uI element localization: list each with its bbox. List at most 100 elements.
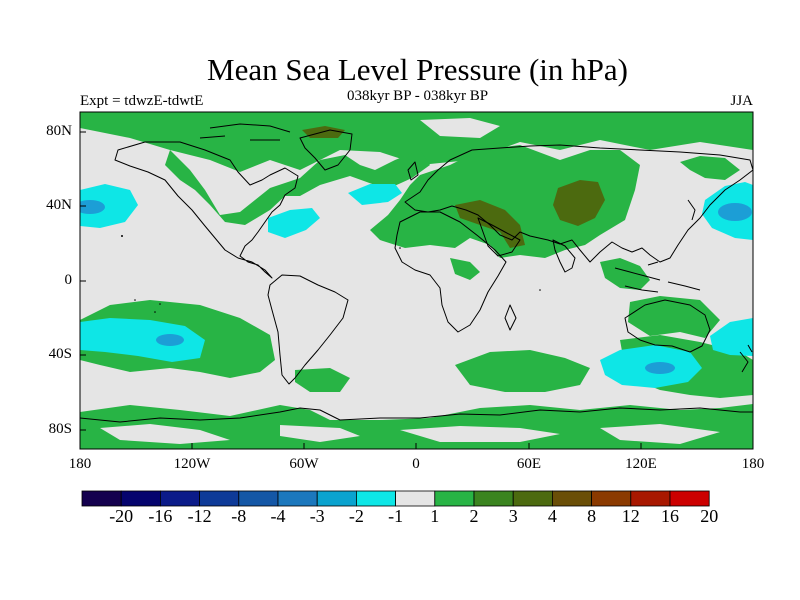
uk-coast xyxy=(407,161,419,181)
axis-ticks xyxy=(80,131,642,449)
atlantic-dot xyxy=(399,247,401,249)
africa-coast xyxy=(394,211,507,333)
cyan-north-atlantic-east xyxy=(348,184,402,205)
colorbar-label: 4 xyxy=(547,506,557,526)
core-north-pacific-west xyxy=(80,200,105,214)
lon-label-120w: 120W xyxy=(173,456,211,472)
lat-label-80s: 80S xyxy=(48,421,72,437)
indian-dot xyxy=(539,289,541,291)
colorbar-label: -20 xyxy=(109,506,134,526)
core-north-pacific-east xyxy=(718,203,752,221)
south-atlantic-green xyxy=(455,350,590,392)
core-negative-regions xyxy=(80,200,752,374)
lat-label-0: 0 xyxy=(64,272,73,288)
lon-label-120e: 120E xyxy=(625,456,657,472)
antarctic-gray-patch-4 xyxy=(600,424,720,444)
colorbar-label: 12 xyxy=(621,506,640,526)
india-coast xyxy=(552,239,576,273)
colorbar-label: -1 xyxy=(388,506,404,526)
colorbar-label: 3 xyxy=(508,506,518,526)
hawaii-dot xyxy=(121,235,123,237)
colorbar-box-4 xyxy=(238,490,279,507)
indonesia-coast-1 xyxy=(614,267,661,293)
olive-central-asia xyxy=(553,180,605,226)
north-america-green xyxy=(165,150,430,225)
colorbar-box-13 xyxy=(591,490,632,507)
colorbar-box-3 xyxy=(199,490,240,507)
cyan-north-pacific-west xyxy=(80,184,138,228)
colorbar-label: 1 xyxy=(430,506,440,526)
colorbar-label: -16 xyxy=(148,506,173,526)
colorbar-label: 16 xyxy=(661,506,679,526)
lat-label-40n: 40N xyxy=(46,197,72,213)
greenland-coast xyxy=(299,129,353,171)
lon-label-0: 0 xyxy=(412,456,420,472)
eurasia-coast xyxy=(404,144,753,263)
colorbar-box-2 xyxy=(159,490,200,507)
cyan-north-atlantic-west xyxy=(268,208,320,238)
colorbar-box-0 xyxy=(81,490,122,507)
lat-label-80n: 80N xyxy=(46,123,72,139)
lon-label-180e: 180 xyxy=(741,456,765,472)
south-pacific-east-green xyxy=(295,368,350,392)
antarctic-coast xyxy=(80,407,753,423)
neutral-patches xyxy=(100,118,720,444)
experiment-label: Expt = tdwzE-tdwtE xyxy=(80,93,204,109)
colorbar-box-9 xyxy=(434,490,475,507)
indonesia-coast-2 xyxy=(647,261,701,291)
colorbar-box-11 xyxy=(512,490,553,507)
australia-green xyxy=(628,296,720,338)
pacific-dot-3 xyxy=(159,303,161,305)
colorbar-label: -4 xyxy=(270,506,286,526)
period-label: 038kyr BP - 038kyr BP xyxy=(346,88,489,104)
west-africa-green xyxy=(450,258,480,280)
madagascar-coast xyxy=(504,304,517,331)
cyan-tasman xyxy=(710,318,753,356)
colorbar-label: 8 xyxy=(587,506,597,526)
japan-coast xyxy=(687,199,696,221)
colorbar-box-1 xyxy=(120,490,161,507)
lon-label-60w: 60W xyxy=(289,456,319,472)
core-south-pacific xyxy=(156,334,184,346)
lon-label-180w: 180 xyxy=(68,456,92,472)
colorbar-label: 20 xyxy=(700,506,719,526)
colorbar-label: 2 xyxy=(469,506,479,526)
australia-coast xyxy=(624,299,711,353)
pacific-dot-2 xyxy=(154,311,156,313)
maritime-green xyxy=(600,258,650,290)
map-title: Mean Sea Level Pressure (in hPa) xyxy=(207,52,628,87)
colorbar-label: -3 xyxy=(309,506,325,526)
colorbar-label: -12 xyxy=(187,506,212,526)
colorbar xyxy=(81,490,710,507)
core-south-indian xyxy=(645,362,675,374)
small-islands xyxy=(121,235,541,313)
coastlines xyxy=(80,123,753,423)
antarctic-gray-patch-3 xyxy=(400,426,560,442)
arctic-gray-patch xyxy=(420,118,500,138)
colorbar-label: -8 xyxy=(231,506,247,526)
east-asia-green xyxy=(680,156,740,180)
antarctic-band xyxy=(80,404,753,449)
colorbar-box-14 xyxy=(630,490,671,507)
antarctic-gray-patch-2 xyxy=(280,425,360,442)
colorbar-box-15 xyxy=(669,490,710,507)
colorbar-box-5 xyxy=(277,490,318,507)
cyan-south-pacific xyxy=(80,318,205,362)
arctic-band xyxy=(80,112,753,172)
colorbar-box-12 xyxy=(552,490,593,507)
colorbar-box-8 xyxy=(395,490,436,507)
colorbar-box-7 xyxy=(355,490,396,507)
map-plot-area xyxy=(80,112,753,449)
lat-label-40s: 40S xyxy=(48,346,72,362)
new-zealand-coast xyxy=(739,344,753,373)
arabia-coast xyxy=(477,217,521,257)
season-label: JJA xyxy=(730,93,753,109)
pacific-dot-1 xyxy=(134,299,136,301)
south-america-coast xyxy=(267,274,349,385)
antarctic-gray-patch-1 xyxy=(100,424,230,444)
lon-label-60e: 60E xyxy=(516,456,542,472)
colorbar-box-10 xyxy=(473,490,514,507)
canadian-archipelago xyxy=(199,123,291,141)
north-america-coast xyxy=(114,141,299,279)
